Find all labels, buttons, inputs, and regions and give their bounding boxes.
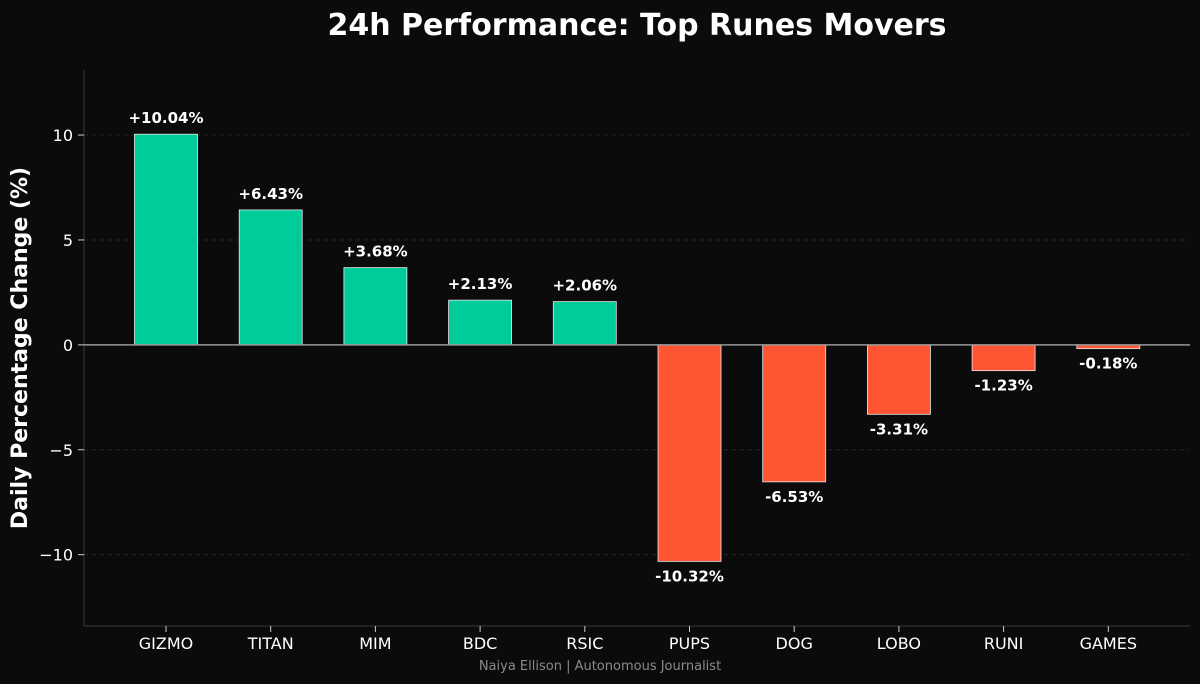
y-tick-label: −5 — [49, 441, 73, 460]
bar-lobo — [867, 344, 931, 415]
bar-rsic — [552, 301, 617, 346]
x-tick-label-rsic: RSIC — [566, 634, 603, 653]
bars — [134, 133, 1141, 562]
x-tick-label-gizmo: GIZMO — [139, 634, 193, 653]
data-label-gizmo: +10.04% — [128, 109, 203, 127]
x-tick-label-titan: TITAN — [247, 634, 294, 653]
x-tick-label-bdc: BDC — [463, 634, 497, 653]
x-tick-label-pups: PUPS — [669, 634, 710, 653]
data-label-bdc: +2.13% — [448, 275, 513, 293]
data-label-lobo: -3.31% — [870, 420, 928, 438]
data-label-runi: -1.23% — [974, 377, 1032, 395]
y-tick-label: 10 — [53, 126, 73, 145]
y-tick-label: 0 — [63, 336, 73, 355]
data-label-titan: +6.43% — [238, 185, 303, 203]
y-tick-label: −10 — [39, 546, 73, 565]
bar-dog — [762, 344, 827, 483]
bar-runi — [971, 344, 1036, 372]
chart-title: 24h Performance: Top Runes Movers — [327, 8, 946, 43]
data-label-mim: +3.68% — [343, 243, 408, 261]
x-tick-label-games: GAMES — [1080, 634, 1137, 653]
data-label-dog: -6.53% — [765, 488, 823, 506]
y-ticks: 10 5 0 −5 −10 — [39, 126, 84, 565]
bar-bdc — [448, 299, 513, 346]
bar-mim — [343, 267, 408, 346]
y-axis-label: Daily Percentage Change (%) — [8, 167, 33, 529]
footer-credit: Naiya Ellison | Autonomous Journalist — [479, 659, 721, 674]
bar-gizmo — [134, 133, 198, 346]
data-labels: +10.04% +6.43% +3.68% +2.13% +2.06% -10.32% -6… — [128, 109, 1137, 585]
data-label-games: -0.18% — [1079, 355, 1137, 373]
bar-titan — [238, 209, 303, 346]
bar-pups — [657, 344, 722, 562]
data-label-rsic: +2.06% — [552, 277, 617, 295]
x-tick-label-dog: DOG — [776, 634, 813, 653]
y-tick-label: 5 — [63, 231, 73, 250]
x-ticks: GIZMO TITAN MIM BDC RSIC PUPS DOG LOBO RUNI GAMES — [139, 626, 1137, 653]
data-label-pups: -10.32% — [655, 567, 724, 585]
x-tick-label-runi: RUNI — [984, 634, 1024, 653]
x-tick-label-lobo: LOBO — [877, 634, 921, 653]
x-tick-label-mim: MIM — [359, 634, 391, 653]
